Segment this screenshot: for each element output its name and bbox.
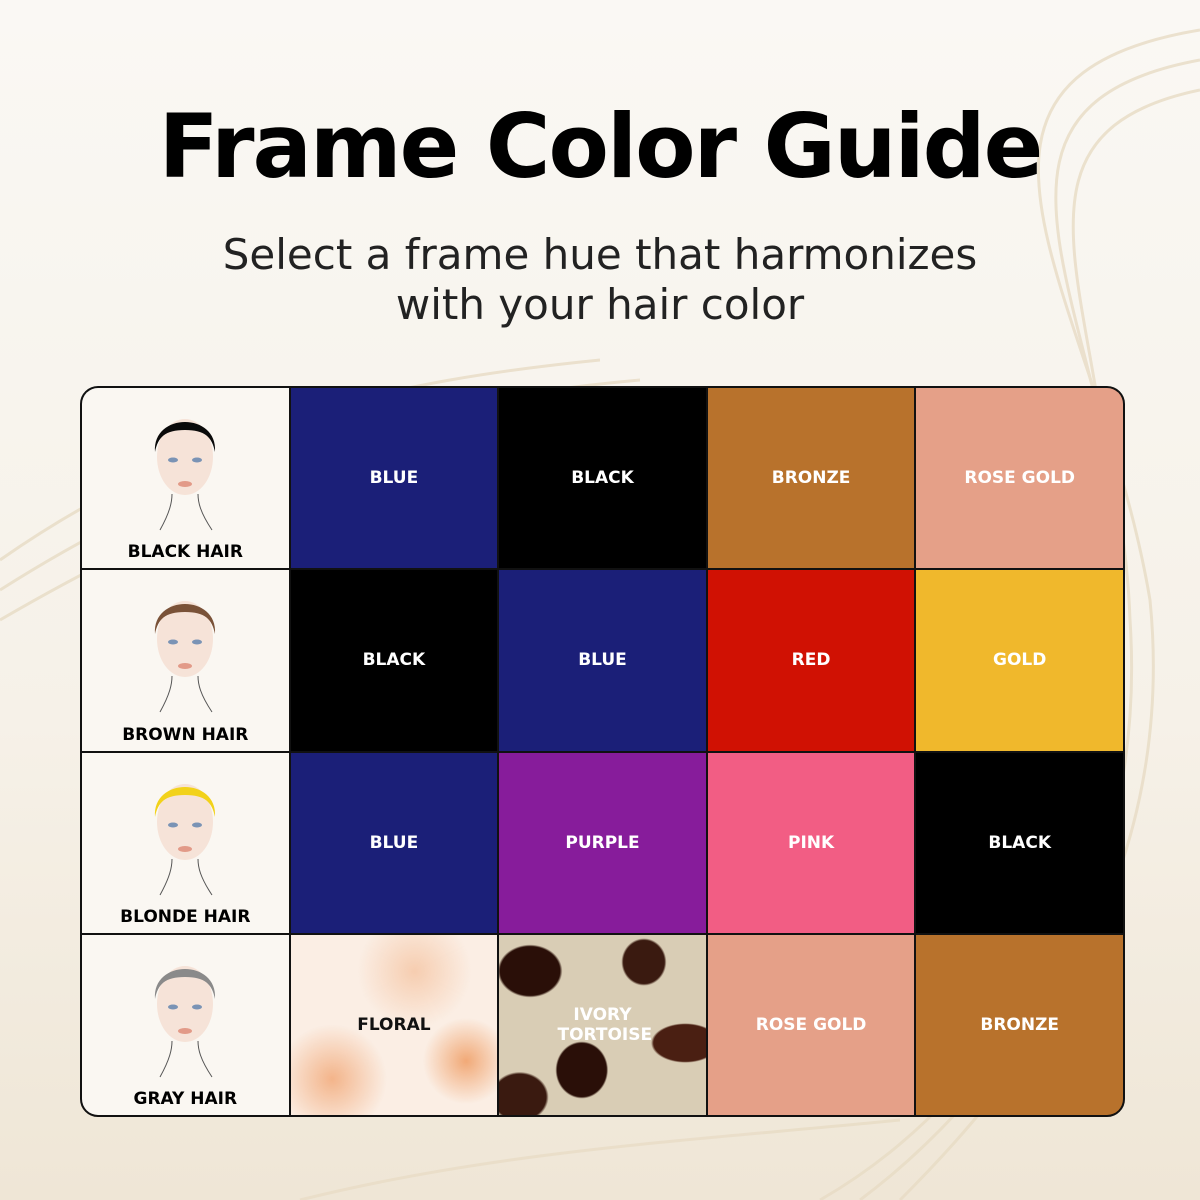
frame-color-label: BLUE: [578, 650, 627, 671]
frame-color-label: PURPLE: [565, 832, 640, 853]
frame-color-swatch: FLORAL: [290, 934, 498, 1115]
subtitle-line-1: Select a frame hue that harmonizes: [222, 230, 978, 279]
frame-color-label: PINK: [788, 832, 835, 853]
frame-color-swatch: BRONZE: [916, 934, 1123, 1115]
frame-color-swatch: BLACK: [499, 388, 706, 569]
face-illustration-icon: [155, 783, 216, 895]
frame-color-label: RED: [791, 650, 831, 671]
frame-color-label: GOLD: [993, 650, 1047, 671]
hair-type-cell: GRAY HAIR: [82, 934, 289, 1115]
frame-color-label: BLUE: [369, 468, 419, 489]
color-guide-table: BLACK HAIR BLUE BLACK BRONZE ROSE GOLD BROWN…: [80, 386, 1125, 1117]
frame-color-label: BRONZE: [771, 468, 851, 489]
hair-type-label: GRAY HAIR: [133, 1089, 238, 1109]
face-illustration-icon: [155, 601, 216, 713]
frame-color-swatch: BLUE: [290, 752, 498, 933]
frame-color-label: ROSE GOLD: [755, 1014, 867, 1035]
frame-color-label: BRONZE: [980, 1014, 1060, 1035]
frame-color-swatch: PURPLE: [499, 752, 706, 933]
frame-color-label: BLACK: [571, 468, 634, 489]
frame-color-swatch: BLACK: [916, 752, 1123, 933]
frame-color-label: IVORY TORTOISE: [557, 1004, 653, 1045]
frame-color-swatch: IVORY TORTOISE: [499, 934, 706, 1115]
hair-type-label: BROWN HAIR: [122, 724, 249, 745]
frame-color-swatch: BRONZE: [707, 388, 915, 569]
face-illustration-icon: [155, 419, 216, 531]
subtitle-line-2: with your hair color: [395, 280, 805, 329]
hair-type-cell: BLACK HAIR: [82, 388, 289, 569]
hair-type-cell: BROWN HAIR: [82, 570, 289, 751]
page-title: Frame Color Guide: [158, 95, 1044, 198]
hair-type-label: BLACK HAIR: [127, 542, 243, 563]
frame-color-swatch: BLUE: [290, 388, 498, 569]
frame-color-label: BLACK: [988, 832, 1051, 853]
frame-color-swatch: RED: [707, 570, 915, 751]
subtitle: Select a frame hue that harmonizes with …: [0, 230, 1200, 330]
frame-color-swatch: PINK: [707, 752, 915, 933]
frame-color-swatch: GOLD: [916, 570, 1123, 751]
hair-type-label: BLONDE HAIR: [120, 906, 251, 927]
frame-color-label: BLACK: [362, 650, 426, 671]
frame-color-swatch: ROSE GOLD: [707, 934, 915, 1115]
hair-type-cell: BLONDE HAIR: [82, 752, 289, 933]
frame-color-label: BLUE: [369, 832, 419, 853]
frame-color-label: FLORAL: [357, 1014, 431, 1035]
frame-color-swatch: ROSE GOLD: [916, 388, 1123, 569]
frame-color-label: ROSE GOLD: [964, 468, 1076, 489]
frame-color-swatch: BLACK: [290, 570, 498, 751]
frame-color-swatch: BLUE: [499, 570, 706, 751]
face-illustration-icon: [155, 965, 216, 1078]
